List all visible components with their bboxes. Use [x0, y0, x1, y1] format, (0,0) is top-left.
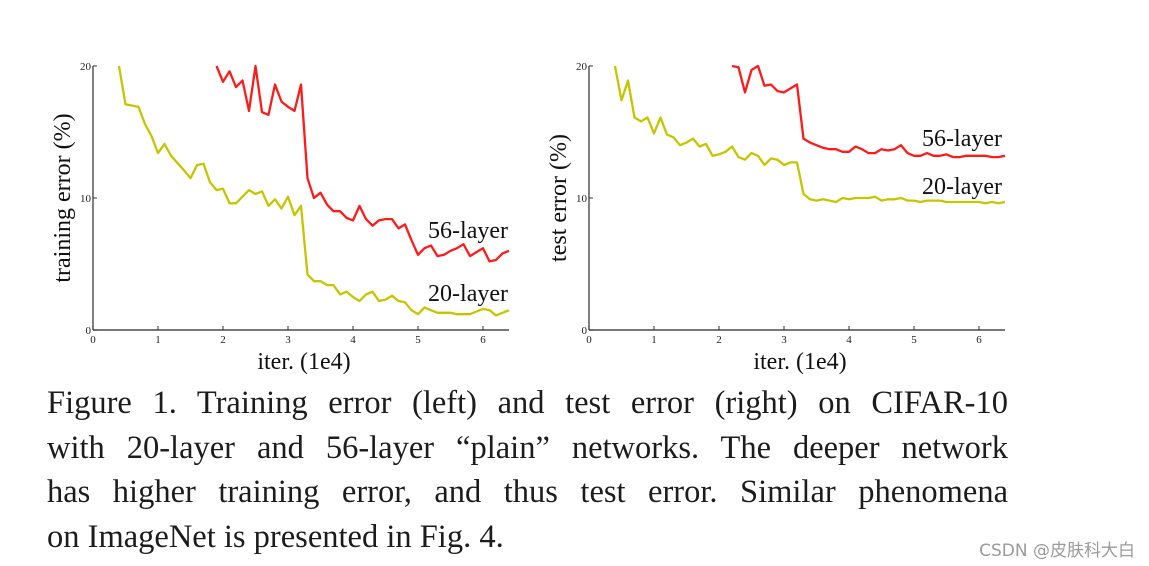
x-tick-label: 0 — [90, 334, 96, 346]
x-tick-label: 1 — [155, 334, 161, 346]
x-axis-title: iter. (1e4) — [257, 349, 350, 375]
caption-line-2: with 20-layer and 56-layer “plain” netwo… — [47, 429, 1008, 466]
y-axis-title: training error (%) — [50, 113, 76, 282]
training-error-chart: 0 1 2 3 4 5 6 0 10 20 iter. (1e4) training error (%… — [50, 61, 510, 375]
y-tick-label: 0 — [86, 325, 92, 337]
x-tick-label: 3 — [285, 334, 291, 346]
x-axis-title: iter. (1e4) — [753, 349, 846, 375]
series-line-56-layer — [731, 64, 1006, 159]
series-label-20-layer: 20-layer — [922, 174, 1002, 200]
series-label-56-layer: 56-layer — [428, 218, 508, 244]
y-tick-label: 20 — [80, 61, 92, 73]
caption-line-4: on ImageNet is presented in Fig. 4. — [47, 518, 504, 555]
x-tick-label: 2 — [716, 334, 722, 346]
figure-caption: Figure 1. Training error (left) and test… — [47, 381, 1027, 559]
y-tick-label: 0 — [582, 325, 588, 337]
series-line-20-layer — [117, 65, 510, 317]
caption-line-3: has higher training error, and thus test… — [47, 474, 1008, 510]
y-tick-label: 10 — [576, 193, 588, 205]
x-tick-label: 2 — [220, 334, 226, 346]
series-line-20-layer — [613, 65, 1006, 205]
series-label-56-layer: 56-layer — [922, 126, 1002, 152]
y-tick-label: 10 — [80, 193, 92, 205]
test-error-chart: 0 1 2 3 4 5 6 0 10 20 iter. (1e4) test error (%) 56-… — [546, 61, 1006, 375]
x-tick-label: 5 — [911, 334, 917, 346]
x-tick-label: 4 — [350, 334, 356, 346]
watermark: CSDN @皮肤科大白 — [979, 541, 1135, 561]
y-axis-title: test error (%) — [546, 134, 572, 262]
x-tick-label: 6 — [480, 334, 486, 346]
caption-line-1: Figure 1. Training error (left) and test… — [47, 385, 1008, 421]
y-tick-label: 20 — [576, 61, 588, 73]
x-tick-label: 6 — [976, 334, 982, 346]
series-line-56-layer — [215, 64, 510, 263]
x-tick-label: 4 — [846, 334, 852, 346]
x-tick-label: 3 — [781, 334, 787, 346]
x-tick-label: 0 — [586, 334, 592, 346]
x-tick-label: 5 — [415, 334, 421, 346]
x-tick-label: 1 — [651, 334, 657, 346]
series-label-20-layer: 20-layer — [428, 281, 508, 307]
